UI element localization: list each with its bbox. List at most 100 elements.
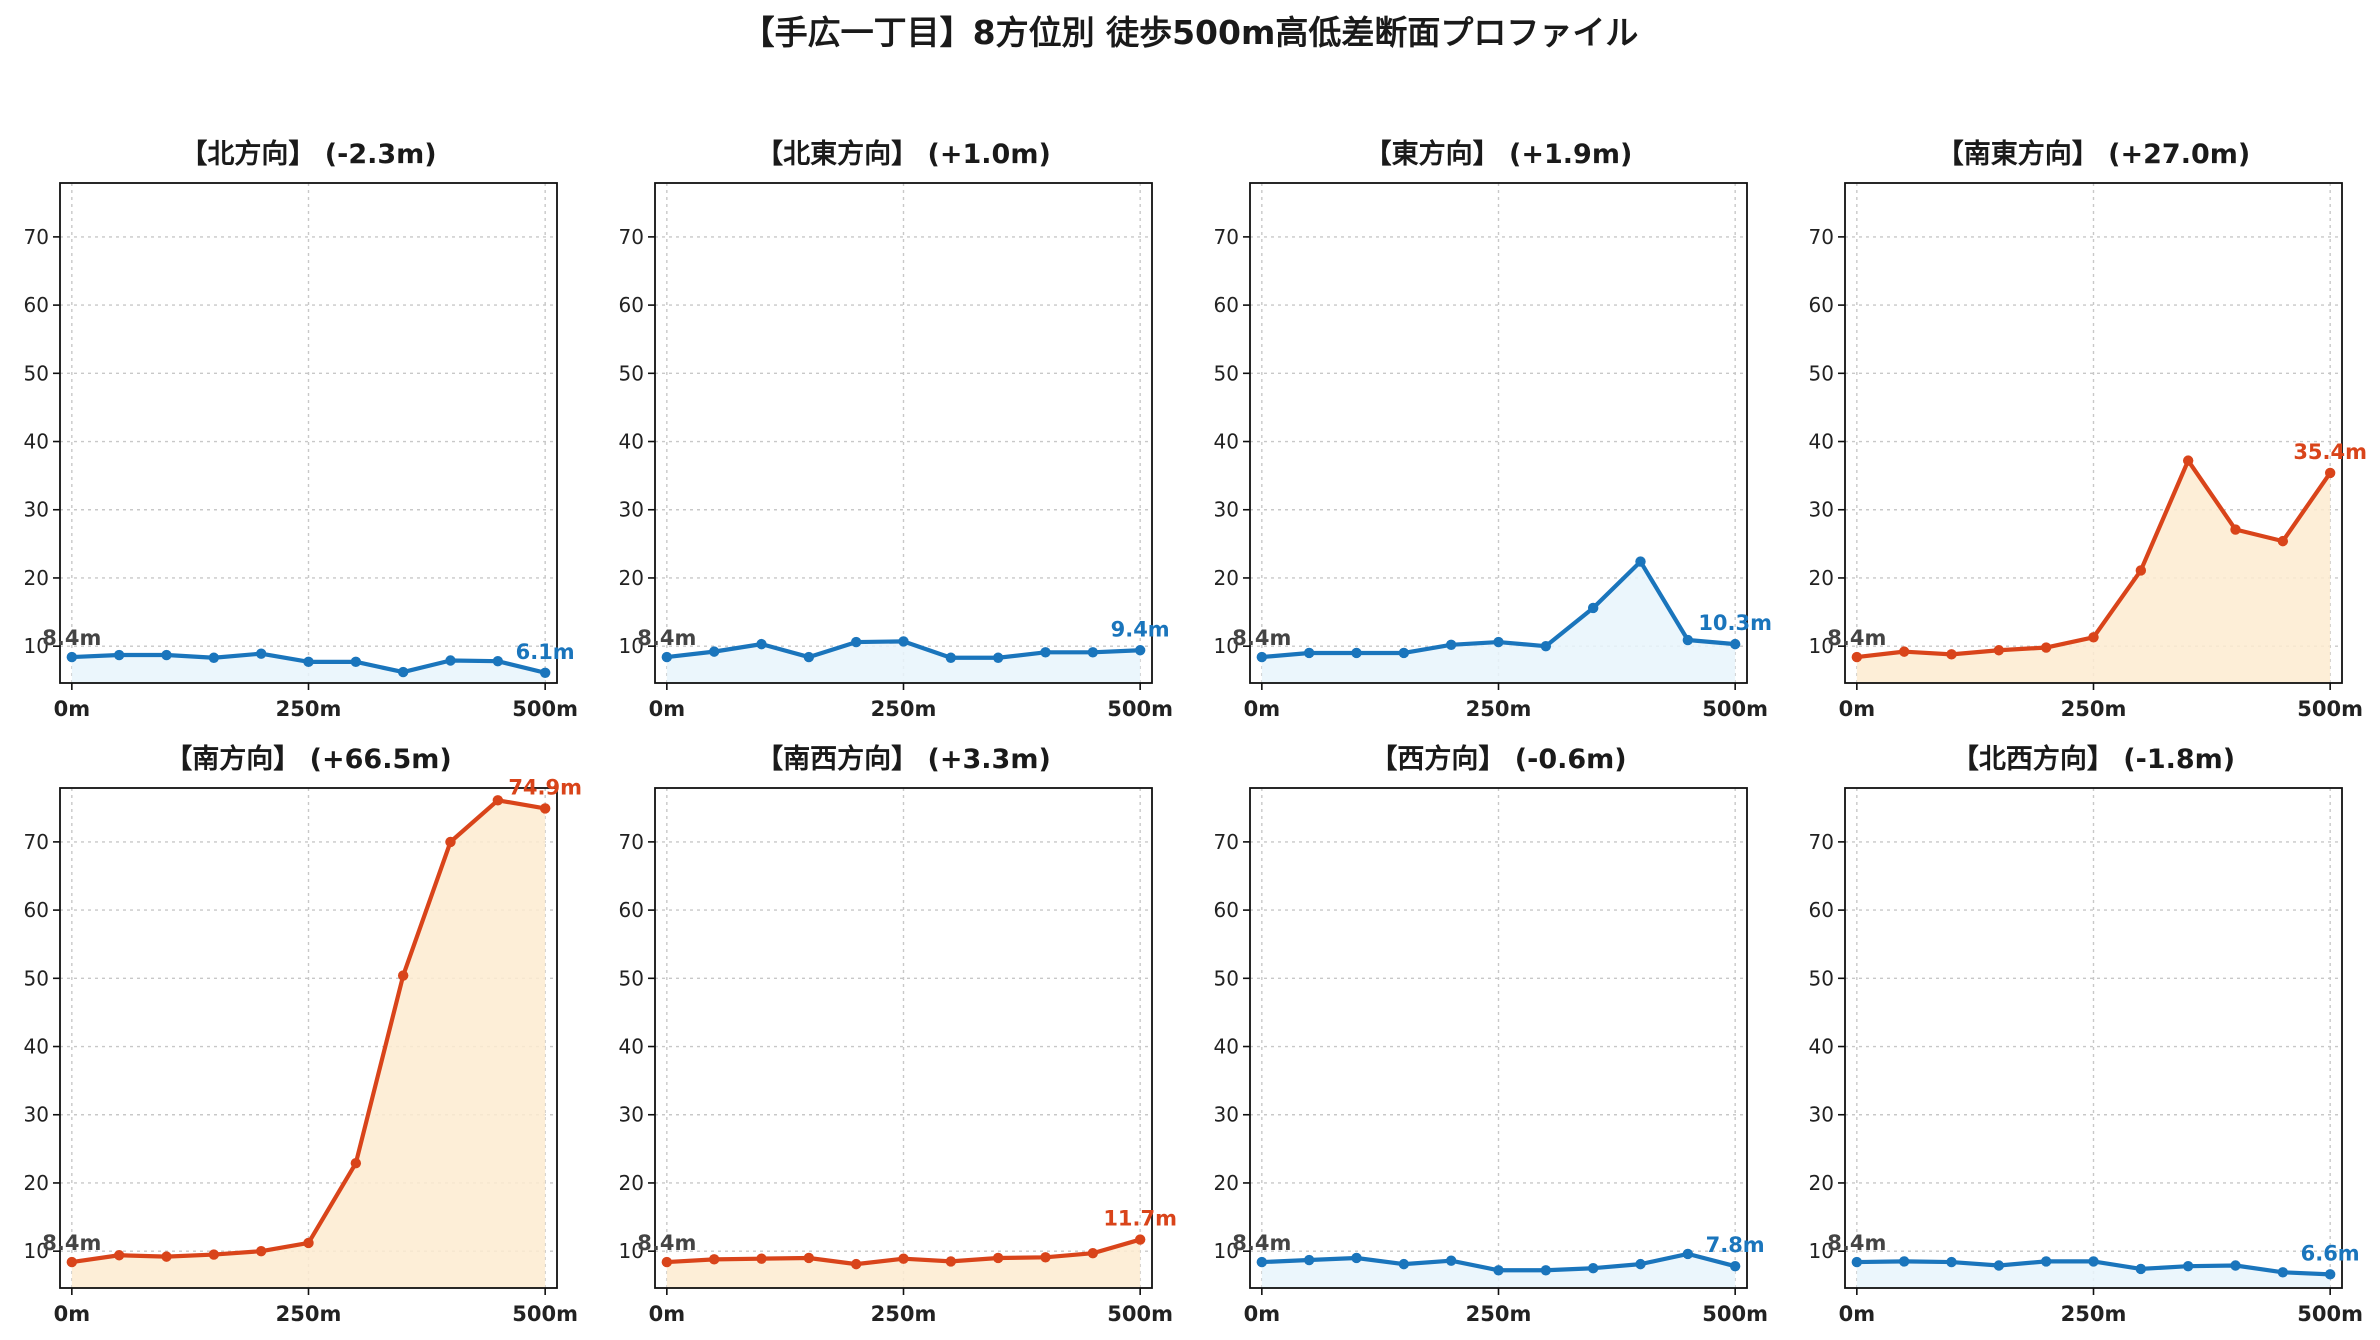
end-value-label: 7.8m [1706,1233,1765,1257]
data-point [161,649,172,661]
data-point [2277,535,2289,547]
data-point [1398,1258,1410,1270]
y-tick-label: 10 [619,1239,644,1263]
panel-3: 10 20 30 40 50 60 70 0m 250m 500m 【南東方向】 (+27.0m) 8… [1809,138,2367,721]
data-point [1540,640,1552,652]
x-tick-label: 0m [54,1302,91,1326]
x-tick-label: 500m [1107,1302,1173,1326]
y-tick-label: 70 [1214,830,1239,854]
start-value-label: 8.4m [637,626,696,650]
y-tick-label: 20 [619,566,644,590]
data-point [350,656,362,668]
y-tick-label: 40 [24,430,49,454]
data-point [1993,1260,2005,1271]
end-value-label: 6.6m [2301,1241,2360,1265]
y-tick-label: 20 [1809,566,1834,590]
y-tick-label: 70 [24,830,49,854]
y-tick-label: 70 [1214,225,1239,249]
data-point [445,655,456,666]
data-point [113,1250,125,1261]
y-tick-label: 10 [1809,634,1834,658]
data-point [708,1254,720,1265]
y-tick-label: 20 [24,1171,49,1195]
x-tick-label: 250m [2061,697,2127,721]
y-tick-label: 50 [1809,361,1834,385]
y-tick-label: 30 [1214,1103,1239,1127]
end-value-label: 35.4m [2293,440,2367,464]
data-point [2040,1256,2052,1267]
start-value-label: 8.4m [42,1231,101,1255]
y-tick-label: 70 [1809,225,1834,249]
data-point [661,651,673,663]
x-tick-label: 250m [871,697,937,721]
y-tick-label: 10 [24,634,49,658]
data-point [2135,1263,2147,1275]
data-point [2324,467,2336,479]
y-tick-label: 40 [1214,1035,1239,1059]
data-point [539,803,551,814]
data-point [1851,1256,1863,1268]
plot-frame [654,787,1153,1289]
y-tick-label: 50 [1214,361,1239,385]
panel-title: 【北西方向】 (-1.8m) [1952,743,2235,775]
data-point [1946,649,1957,660]
data-point [445,836,456,848]
y-tick-label: 30 [619,1103,644,1127]
data-point [1587,1263,1599,1274]
data-point [397,666,409,678]
x-tick-label: 500m [2297,697,2363,721]
plot-frame [1844,787,2343,1289]
y-tick-label: 50 [619,361,644,385]
x-tick-label: 500m [2297,1302,2363,1326]
start-value-label: 8.4m [637,1231,696,1255]
x-tick-label: 500m [1702,697,1768,721]
data-point [1398,647,1410,659]
data-point [2088,1256,2099,1267]
y-tick-label: 30 [1809,1103,1834,1127]
data-point [1898,646,1910,657]
data-point [803,651,815,663]
data-point [1729,1260,1741,1272]
data-point [1351,1252,1362,1264]
panel-4: 10 20 30 40 50 60 70 0m 250m 500m 【南方向】 (+66.5m) 8.… [24,743,582,1326]
y-tick-label: 10 [619,634,644,658]
figure-title: 【手広一丁目】8方位別 徒歩500m高低差断面プロファイル [742,13,1639,52]
data-point [397,970,409,981]
data-point [255,1245,267,1257]
y-tick-label: 30 [24,498,49,522]
x-tick-label: 0m [649,1302,686,1326]
panel-title: 【南方向】 (+66.5m) [165,743,451,775]
start-value-label: 8.4m [1232,626,1291,650]
data-point [350,1157,362,1169]
panel-5: 10 20 30 40 50 60 70 0m 250m 500m 【南西方向】 (+3.3m) 8.… [619,743,1177,1326]
plot-frame [1249,182,1748,684]
data-point [1635,556,1646,567]
y-tick-label: 10 [1214,1239,1239,1263]
y-tick-label: 30 [24,1103,49,1127]
x-tick-label: 250m [1466,697,1532,721]
area-fill [1856,460,2331,683]
x-tick-label: 500m [512,697,578,721]
y-tick-label: 40 [619,1035,644,1059]
data-point [1087,1248,1099,1259]
data-point [1303,647,1315,659]
data-point [1256,1256,1268,1268]
panel-0: 10 20 30 40 50 60 70 0m 250m 500m 【北方向】 (-2.3m) 8.4… [24,138,578,721]
data-point [161,1251,172,1262]
y-tick-label: 60 [24,293,49,317]
y-tick-label: 40 [1809,430,1834,454]
panel-1: 10 20 30 40 50 60 70 0m 250m 500m 【北東方向】 (+1.0m) 8.… [619,138,1173,721]
y-tick-label: 20 [1809,1171,1834,1195]
x-tick-label: 500m [1107,697,1173,721]
data-point [1540,1265,1552,1276]
y-tick-label: 70 [24,225,49,249]
data-point [303,1237,314,1249]
y-tick-label: 10 [1809,1239,1834,1263]
area-fill [71,800,546,1288]
data-point [1351,647,1362,659]
end-value-label: 9.4m [1111,617,1170,641]
x-tick-label: 500m [1702,1302,1768,1326]
data-point [992,1252,1004,1264]
